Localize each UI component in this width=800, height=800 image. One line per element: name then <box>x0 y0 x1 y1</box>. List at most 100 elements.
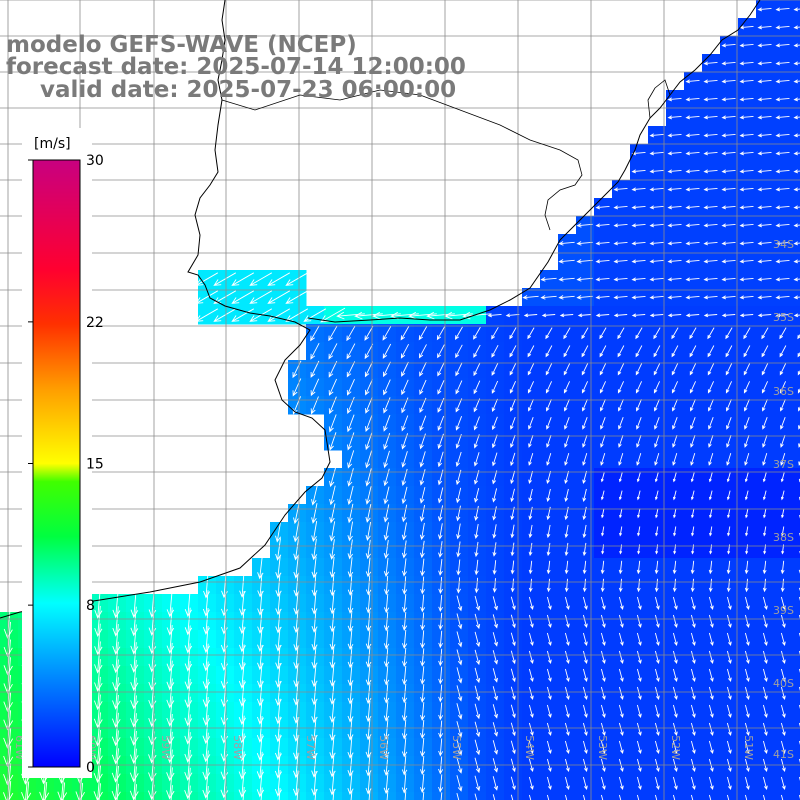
wind-arrow <box>94 641 103 674</box>
wind-arrow <box>528 452 534 466</box>
wind-arrow <box>618 686 624 700</box>
wind-arrow <box>743 327 751 340</box>
wind-arrow <box>708 740 714 754</box>
wind-arrow <box>346 414 355 433</box>
wind-arrow <box>564 614 570 628</box>
wind-arrow <box>672 650 678 664</box>
wind-cell <box>792 594 800 613</box>
wind-arrow <box>739 133 754 138</box>
wind-cell <box>792 486 800 505</box>
wind-arrow <box>293 538 300 561</box>
wind-arrow <box>401 379 409 396</box>
wind-arrow <box>311 574 318 597</box>
wind-arrow <box>775 313 790 318</box>
wind-arrow <box>672 434 678 448</box>
wind-arrow <box>582 542 587 557</box>
wind-arrow <box>401 522 407 541</box>
wind-arrow <box>721 187 736 192</box>
wind-arrow <box>293 502 300 525</box>
wind-arrow <box>564 560 569 575</box>
wind-arrow <box>564 434 570 448</box>
wind-arrow <box>725 399 732 412</box>
wind-arrow <box>510 578 515 593</box>
wind-arrow <box>685 97 700 102</box>
wind-arrow <box>779 327 787 340</box>
wind-arrow <box>667 223 682 228</box>
wind-arrow <box>401 486 408 505</box>
wind-arrow <box>708 472 713 483</box>
wind-arrow <box>491 398 498 413</box>
model-title: modelo GEFS-WAVE (NCEP) <box>6 32 357 58</box>
wind-arrow <box>455 416 463 431</box>
wind-arrow <box>775 277 790 282</box>
wind-arrow <box>707 381 715 394</box>
wind-arrow <box>582 632 588 646</box>
wind-arrow <box>689 381 697 394</box>
wind-arrow <box>420 684 426 703</box>
wind-arrow <box>401 737 408 758</box>
wind-arrow <box>582 488 587 502</box>
wind-arrow <box>420 594 426 613</box>
wind-arrow <box>595 295 610 300</box>
wind-arrow <box>613 241 628 246</box>
wind-arrow <box>635 381 643 394</box>
wind-arrow <box>492 686 498 701</box>
wind-arrow <box>130 713 139 746</box>
wind-arrow <box>599 363 607 376</box>
wind-arrow <box>564 596 570 610</box>
wind-arrow <box>636 417 642 430</box>
wind-arrow <box>775 25 790 30</box>
wind-arrow <box>618 452 624 466</box>
wind-arrow <box>595 313 610 318</box>
wind-arrow <box>383 361 391 378</box>
wind-cell <box>792 360 800 379</box>
wind-arrow <box>582 614 588 628</box>
wind-arrow <box>546 560 551 575</box>
wind-arrow <box>721 313 736 318</box>
wind-arrow <box>564 776 570 790</box>
wind-arrow <box>528 578 533 593</box>
wind-arrow <box>473 470 480 485</box>
wind-arrow <box>26 781 30 800</box>
wind-arrow <box>775 205 790 210</box>
wind-arrow <box>726 650 732 664</box>
wind-arrow <box>166 678 175 709</box>
colorbar-ticks: 30 22 15 8 0 <box>28 153 104 776</box>
wind-arrow <box>595 259 610 264</box>
wind-arrow <box>721 295 736 300</box>
lat-label: 39S <box>773 604 794 617</box>
wind-arrow <box>510 632 516 647</box>
wind-arrow <box>328 396 337 415</box>
wind-arrow <box>600 668 606 682</box>
wind-arrow <box>703 151 718 156</box>
wind-arrow <box>546 632 552 646</box>
wind-arrow <box>600 686 606 700</box>
wind-arrow <box>383 611 390 632</box>
wind-arrow <box>275 520 282 543</box>
colorbar-unit: [m/s] <box>34 136 71 152</box>
wind-arrow <box>383 593 390 614</box>
wind-arrow <box>721 115 736 120</box>
wind-arrow <box>599 327 607 340</box>
wind-arrow <box>278 787 281 800</box>
wind-arrow <box>721 277 736 282</box>
wind-arrow <box>365 521 372 542</box>
wind-arrow <box>130 606 139 637</box>
wind-arrow <box>546 434 552 448</box>
wind-arrow <box>708 452 714 466</box>
wind-arrow <box>540 295 557 300</box>
wind-arrow <box>310 378 320 397</box>
wind-arrow <box>546 417 552 430</box>
wind-arrow <box>365 736 372 759</box>
wind-arrow <box>709 526 713 537</box>
wind-arrow <box>473 434 480 449</box>
wind-arrow <box>474 595 481 612</box>
wind-arrow <box>438 630 443 649</box>
wind-arrow <box>347 485 354 506</box>
wind-arrow <box>780 650 786 664</box>
wind-arrow <box>455 398 463 413</box>
wind-arrow <box>762 740 768 754</box>
wind-arrow <box>98 783 101 800</box>
wind-arrow <box>365 629 372 650</box>
wind-arrow <box>510 434 516 448</box>
